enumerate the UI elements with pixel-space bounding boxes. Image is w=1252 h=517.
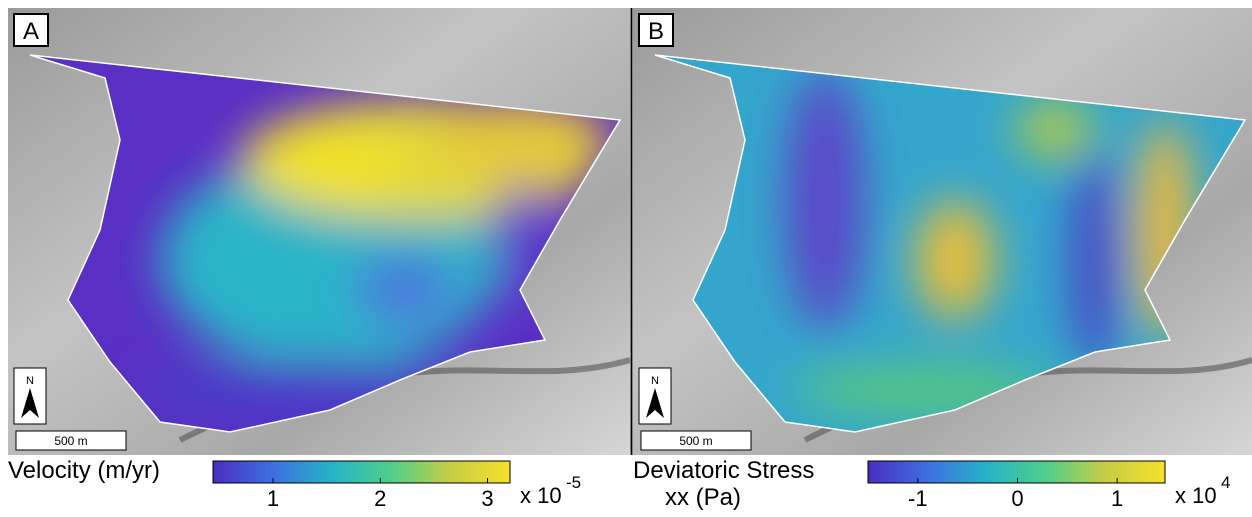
north-label: N — [26, 375, 34, 387]
colorbar — [213, 461, 510, 483]
scale-label: 500 m — [54, 434, 87, 448]
colorbar-tick-label: -1 — [908, 486, 928, 511]
colorbar-tick-label: 2 — [374, 486, 386, 511]
panel-label: A — [23, 18, 39, 45]
panel-label: B — [648, 18, 664, 45]
colorbar-tick-label: 3 — [481, 486, 493, 511]
colorbar-title: Velocity (m/yr) — [8, 457, 160, 484]
colorbar-exponent: -5 — [566, 473, 581, 492]
north-label: N — [651, 375, 659, 387]
colorbar-title: Deviatoric Stress — [633, 457, 814, 484]
map-panel-a — [0, 0, 640, 460]
colorbar-tick-label: 1 — [267, 486, 279, 511]
map-panel-b — [625, 0, 1252, 460]
colorbar-tick-label: 0 — [1011, 486, 1023, 511]
scale-label: 500 m — [679, 434, 712, 448]
figure: AN500 m123Velocity (m/yr)x 10-5BN500 m-1… — [0, 0, 1252, 512]
colorbar-multiplier: x 10 — [520, 483, 562, 508]
colorbar-title: xx (Pa) — [665, 484, 741, 511]
colorbar-tick-label: 1 — [1111, 486, 1123, 511]
colorbar-multiplier: x 10 — [1175, 483, 1217, 508]
colorbar-exponent: 4 — [1221, 473, 1230, 492]
colorbar — [868, 461, 1165, 483]
